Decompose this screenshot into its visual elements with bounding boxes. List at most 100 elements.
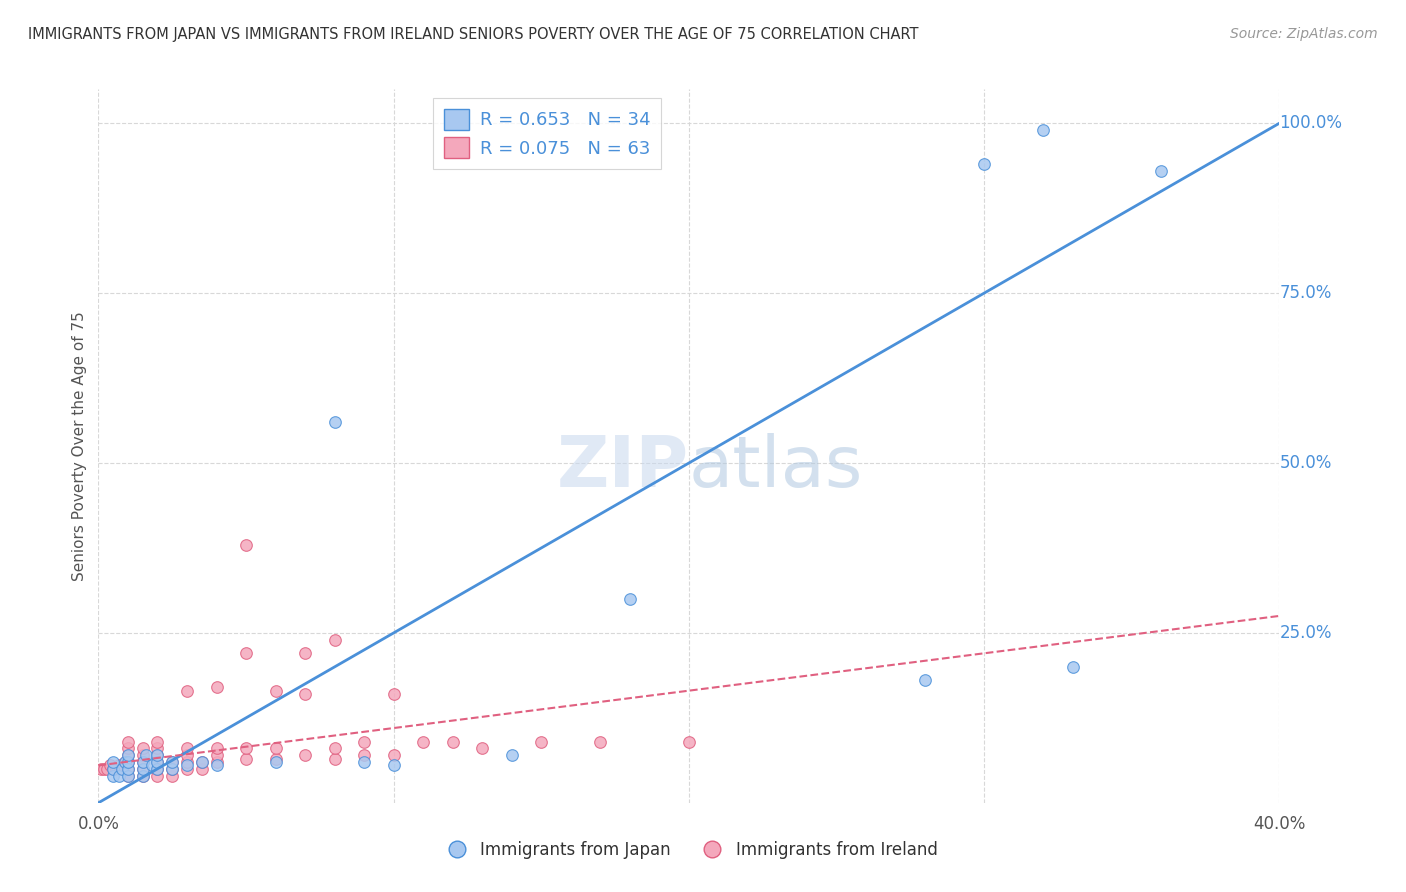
Text: Source: ZipAtlas.com: Source: ZipAtlas.com <box>1230 27 1378 41</box>
Point <box>412 734 434 748</box>
Point <box>114 755 136 769</box>
Point <box>132 762 155 776</box>
Point <box>96 762 118 776</box>
Point <box>353 748 375 763</box>
Legend: Immigrants from Japan, Immigrants from Ireland: Immigrants from Japan, Immigrants from I… <box>433 835 945 866</box>
Point <box>353 755 375 769</box>
Point <box>117 734 139 748</box>
Point <box>162 755 183 769</box>
Point <box>111 762 134 776</box>
Point <box>294 687 316 701</box>
Text: 100.0%: 100.0% <box>1279 114 1343 132</box>
Point <box>93 762 115 776</box>
Point <box>264 755 287 769</box>
Point <box>914 673 936 688</box>
Point <box>117 748 139 763</box>
Point <box>146 734 169 748</box>
Point <box>176 741 198 756</box>
Point <box>146 762 169 776</box>
Point <box>205 680 228 694</box>
Point <box>162 755 183 769</box>
Point <box>323 751 346 765</box>
Point <box>235 741 257 756</box>
Point <box>141 758 163 772</box>
Point <box>471 741 494 756</box>
Point <box>176 755 198 769</box>
Point <box>205 758 228 772</box>
Point <box>117 755 139 769</box>
Point <box>162 762 183 776</box>
Point <box>176 762 198 776</box>
Point <box>146 748 169 763</box>
Point <box>146 769 169 783</box>
Point <box>205 748 228 763</box>
Point <box>191 755 214 769</box>
Point <box>117 762 139 776</box>
Point <box>103 755 125 769</box>
Point <box>117 769 139 783</box>
Point <box>117 748 139 763</box>
Point <box>382 758 405 772</box>
Point <box>132 755 155 769</box>
Point <box>108 758 131 772</box>
Point <box>132 769 155 783</box>
Point <box>323 415 346 429</box>
Point <box>973 157 995 171</box>
Point <box>176 683 198 698</box>
Point <box>162 762 183 776</box>
Point <box>441 734 464 748</box>
Point <box>235 646 257 660</box>
Point <box>132 741 155 756</box>
Point <box>530 734 553 748</box>
Point <box>114 755 136 769</box>
Point <box>103 762 125 776</box>
Point <box>135 748 157 763</box>
Point <box>235 751 257 765</box>
Point <box>176 758 198 772</box>
Point <box>176 748 198 763</box>
Point <box>132 748 155 763</box>
Point <box>264 741 287 756</box>
Point <box>132 755 155 769</box>
Point <box>146 755 169 769</box>
Point <box>117 769 139 783</box>
Point <box>146 755 169 769</box>
Point <box>105 762 128 776</box>
Text: ZIP: ZIP <box>557 433 689 502</box>
Point <box>117 755 139 769</box>
Text: 50.0%: 50.0% <box>1279 454 1331 472</box>
Point <box>146 762 169 776</box>
Point <box>678 734 700 748</box>
Point <box>117 762 139 776</box>
Point <box>132 762 155 776</box>
Point <box>146 748 169 763</box>
Point <box>191 762 214 776</box>
Point <box>1032 123 1054 137</box>
Text: IMMIGRANTS FROM JAPAN VS IMMIGRANTS FROM IRELAND SENIORS POVERTY OVER THE AGE OF: IMMIGRANTS FROM JAPAN VS IMMIGRANTS FROM… <box>28 27 918 42</box>
Point <box>353 734 375 748</box>
Point <box>264 683 287 698</box>
Point <box>619 591 641 606</box>
Point <box>294 748 316 763</box>
Point <box>117 741 139 756</box>
Point <box>205 755 228 769</box>
Text: 25.0%: 25.0% <box>1279 624 1331 642</box>
Point <box>90 762 112 776</box>
Point <box>103 762 125 776</box>
Point <box>1150 163 1173 178</box>
Point <box>162 769 183 783</box>
Point <box>294 646 316 660</box>
Point <box>111 762 134 776</box>
Point <box>205 741 228 756</box>
Point <box>382 687 405 701</box>
Point <box>264 751 287 765</box>
Point <box>323 741 346 756</box>
Point <box>132 769 155 783</box>
Y-axis label: Seniors Poverty Over the Age of 75: Seniors Poverty Over the Age of 75 <box>72 311 87 581</box>
Point <box>103 769 125 783</box>
Text: 75.0%: 75.0% <box>1279 284 1331 302</box>
Point <box>589 734 612 748</box>
Point <box>108 769 131 783</box>
Point <box>98 758 121 772</box>
Point <box>382 748 405 763</box>
